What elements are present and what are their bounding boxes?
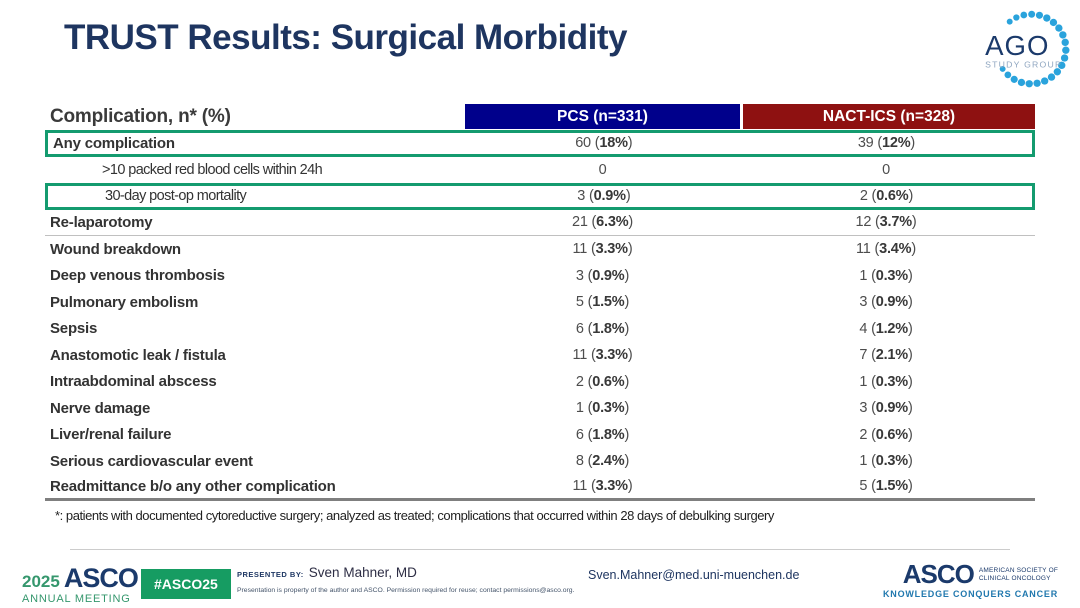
asco-society-wordmark: ASCO	[902, 559, 975, 589]
presenter-email: Sven.Mahner@med.uni-muenchen.de	[588, 568, 800, 582]
cell-pcs: 21 (6.3%)	[571, 214, 634, 231]
row-label: Serious cardiovascular event	[50, 452, 253, 470]
cell-pcs: 11 (3.3%)	[572, 478, 633, 495]
table-row-packed-red-blood-cells: >10 packed red blood cells within 24h 0 …	[45, 157, 1035, 184]
cell-nact: 39 (12%)	[857, 135, 916, 152]
asco-tagline: KNOWLEDGE CONQUERS CANCER	[882, 589, 1058, 600]
header-nact-ics: NACT-ICS (n=328)	[743, 104, 1035, 129]
cell-nact: 2 (0.6%)	[859, 426, 913, 443]
cell-pcs: 60 (18%)	[575, 135, 633, 152]
cell-nact: 7 (2.1%)	[859, 347, 913, 364]
table-row-wound-breakdown: Wound breakdown 11 (3.3%) 11 (3.4%)	[45, 236, 1035, 263]
row-label: 30-day post-op mortality	[105, 188, 247, 205]
footer: 2025 ASCO ANNUAL MEETING #ASCO25 PRESENT…	[0, 556, 1080, 608]
cell-pcs: 5 (1.5%)	[575, 294, 630, 311]
presented-by-label: PRESENTED BY:	[237, 570, 304, 579]
table-row-any-complication: Any complication 60 (18%) 39 (12%)	[45, 130, 1035, 157]
asco-year: 2025	[22, 572, 60, 591]
cell-pcs: 3 (0.9%)	[577, 188, 631, 205]
row-label: Intraabdominal abscess	[50, 373, 217, 391]
asco-society-line2: CLINICAL ONCOLOGY	[978, 574, 1051, 582]
table-row-cardiovascular-event: Serious cardiovascular event 8 (2.4%) 1 …	[45, 448, 1035, 475]
row-label: Any complication	[53, 134, 175, 152]
row-label: >10 packed red blood cells within 24h	[102, 161, 323, 178]
presenter-name: Sven Mahner, MD	[308, 565, 417, 580]
cell-nact: 2 (0.6%)	[859, 188, 914, 205]
hashtag-badge: #ASCO25	[141, 569, 231, 599]
footer-divider	[70, 549, 1010, 550]
cell-nact: 5 (1.5%)	[859, 478, 913, 495]
ago-logo-text: AGO	[985, 30, 1049, 61]
row-label: Deep venous thrombosis	[50, 267, 225, 285]
cell-nact: 11 (3.4%)	[855, 241, 916, 258]
cell-pcs: 8 (2.4%)	[575, 453, 630, 470]
asco-annual-meeting-logo: 2025 ASCO ANNUAL MEETING	[22, 563, 139, 605]
table-footnote: *: patients with documented cytoreductiv…	[55, 508, 774, 523]
complications-table: Complication, n* (%) PCS (n=331) NACT-IC…	[45, 103, 1035, 523]
asco-wordmark: ASCO	[63, 563, 139, 593]
row-label: Re-laparotomy	[50, 213, 153, 231]
cell-pcs: 2 (0.6%)	[575, 373, 630, 390]
asco-society-name: AMERICAN SOCIETY OF CLINICAL ONCOLOGY	[979, 567, 1058, 583]
cell-pcs: 0	[598, 161, 607, 178]
row-label: Readmittance b/o any other complication	[50, 477, 336, 495]
asco-society-line1: AMERICAN SOCIETY OF	[978, 566, 1058, 574]
table-row-nerve-damage: Nerve damage 1 (0.3%) 3 (0.9%)	[45, 395, 1035, 422]
cell-nact: 1 (0.3%)	[859, 373, 913, 390]
header-pcs: PCS (n=331)	[465, 104, 740, 129]
cell-pcs: 11 (3.3%)	[572, 241, 633, 258]
annual-meeting-label: ANNUAL MEETING	[22, 593, 131, 605]
copyright-disclaimer: Presentation is property of the author a…	[237, 587, 575, 594]
cell-nact: 3 (0.9%)	[859, 294, 913, 311]
presented-by-block: PRESENTED BY: Sven Mahner, MD Presentati…	[237, 565, 574, 594]
table-row-re-laparotomy: Re-laparotomy 21 (6.3%) 12 (3.7%)	[45, 210, 1035, 236]
row-label: Nerve damage	[50, 399, 151, 417]
cell-nact: 12 (3.7%)	[855, 214, 917, 231]
table-row-deep-venous-thrombosis: Deep venous thrombosis 3 (0.9%) 1 (0.3%)	[45, 263, 1035, 290]
table-row-readmittance: Readmittance b/o any other complication …	[45, 475, 1035, 501]
cell-nact: 1 (0.3%)	[859, 453, 913, 470]
cell-nact: 1 (0.3%)	[859, 267, 913, 284]
dot-circle-icon	[999, 10, 1070, 88]
cell-pcs: 11 (3.3%)	[572, 347, 633, 364]
cell-pcs: 3 (0.9%)	[575, 267, 630, 284]
cell-nact: 3 (0.9%)	[859, 400, 913, 417]
cell-pcs: 6 (1.8%)	[575, 426, 630, 443]
cell-nact: 4 (1.2%)	[859, 320, 913, 337]
row-label: Sepsis	[50, 320, 98, 338]
page-title: TRUST Results: Surgical Morbidity	[64, 18, 628, 57]
asco-society-logo: ASCO AMERICAN SOCIETY OF CLINICAL ONCOLO…	[882, 559, 1058, 600]
cell-pcs: 6 (1.8%)	[575, 320, 630, 337]
table-row-pulmonary-embolism: Pulmonary embolism 5 (1.5%) 3 (0.9%)	[45, 289, 1035, 316]
cell-nact: 0	[882, 161, 890, 178]
row-label: Liver/renal failure	[50, 426, 172, 444]
ago-study-group-logo: AGO STUDY GROUP	[985, 10, 1070, 88]
table-row-sepsis: Sepsis 6 (1.8%) 4 (1.2%)	[45, 316, 1035, 343]
table-row-anastomotic-leak: Anastomotic leak / fistula 11 (3.3%) 7 (…	[45, 342, 1035, 369]
table-row-liver-renal-failure: Liver/renal failure 6 (1.8%) 2 (0.6%)	[45, 422, 1035, 449]
table-row-30-day-mortality: 30-day post-op mortality 3 (0.9%) 2 (0.6…	[45, 183, 1035, 210]
row-label: Wound breakdown	[50, 240, 181, 258]
table-row-intraabdominal-abscess: Intraabdominal abscess 2 (0.6%) 1 (0.3%)	[45, 369, 1035, 396]
row-label: Pulmonary embolism	[50, 293, 199, 311]
table-header-row: Complication, n* (%) PCS (n=331) NACT-IC…	[45, 103, 1035, 130]
ago-logo-subtitle: STUDY GROUP	[985, 59, 1062, 69]
header-complication: Complication, n* (%)	[50, 105, 231, 127]
row-label: Anastomotic leak / fistula	[50, 346, 226, 364]
cell-pcs: 1 (0.3%)	[575, 400, 630, 417]
